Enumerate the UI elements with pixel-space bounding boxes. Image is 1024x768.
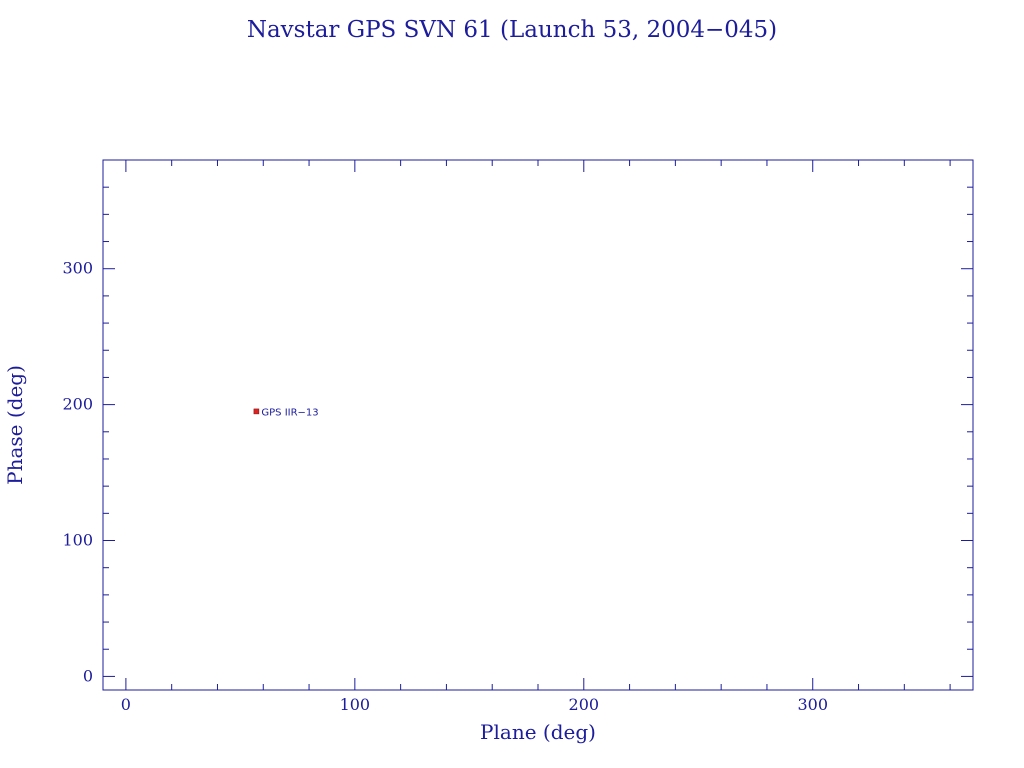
axis-ticks: 0 100 200 300 0 100 200 300 bbox=[62, 159, 973, 714]
y-tick-label: 300 bbox=[62, 259, 93, 278]
y-tick-label: 100 bbox=[62, 531, 93, 550]
y-tick-label: 200 bbox=[62, 395, 93, 414]
plot-frame bbox=[102, 159, 974, 691]
data-point-marker bbox=[253, 408, 260, 415]
x-tick-label: 300 bbox=[797, 695, 828, 714]
x-tick-label: 0 bbox=[121, 695, 131, 714]
x-tick-label: 200 bbox=[569, 695, 600, 714]
chart-title: Navstar GPS SVN 61 (Launch 53, 2004−045) bbox=[247, 17, 777, 43]
x-axis-label: Plane (deg) bbox=[480, 720, 596, 744]
y-tick-label: 0 bbox=[83, 666, 93, 685]
y-axis-label: Phase (deg) bbox=[3, 365, 27, 485]
data-point-label: GPS IIR−13 bbox=[261, 407, 318, 418]
data-points: GPS IIR−13 bbox=[253, 407, 319, 418]
x-tick-label: 100 bbox=[340, 695, 371, 714]
